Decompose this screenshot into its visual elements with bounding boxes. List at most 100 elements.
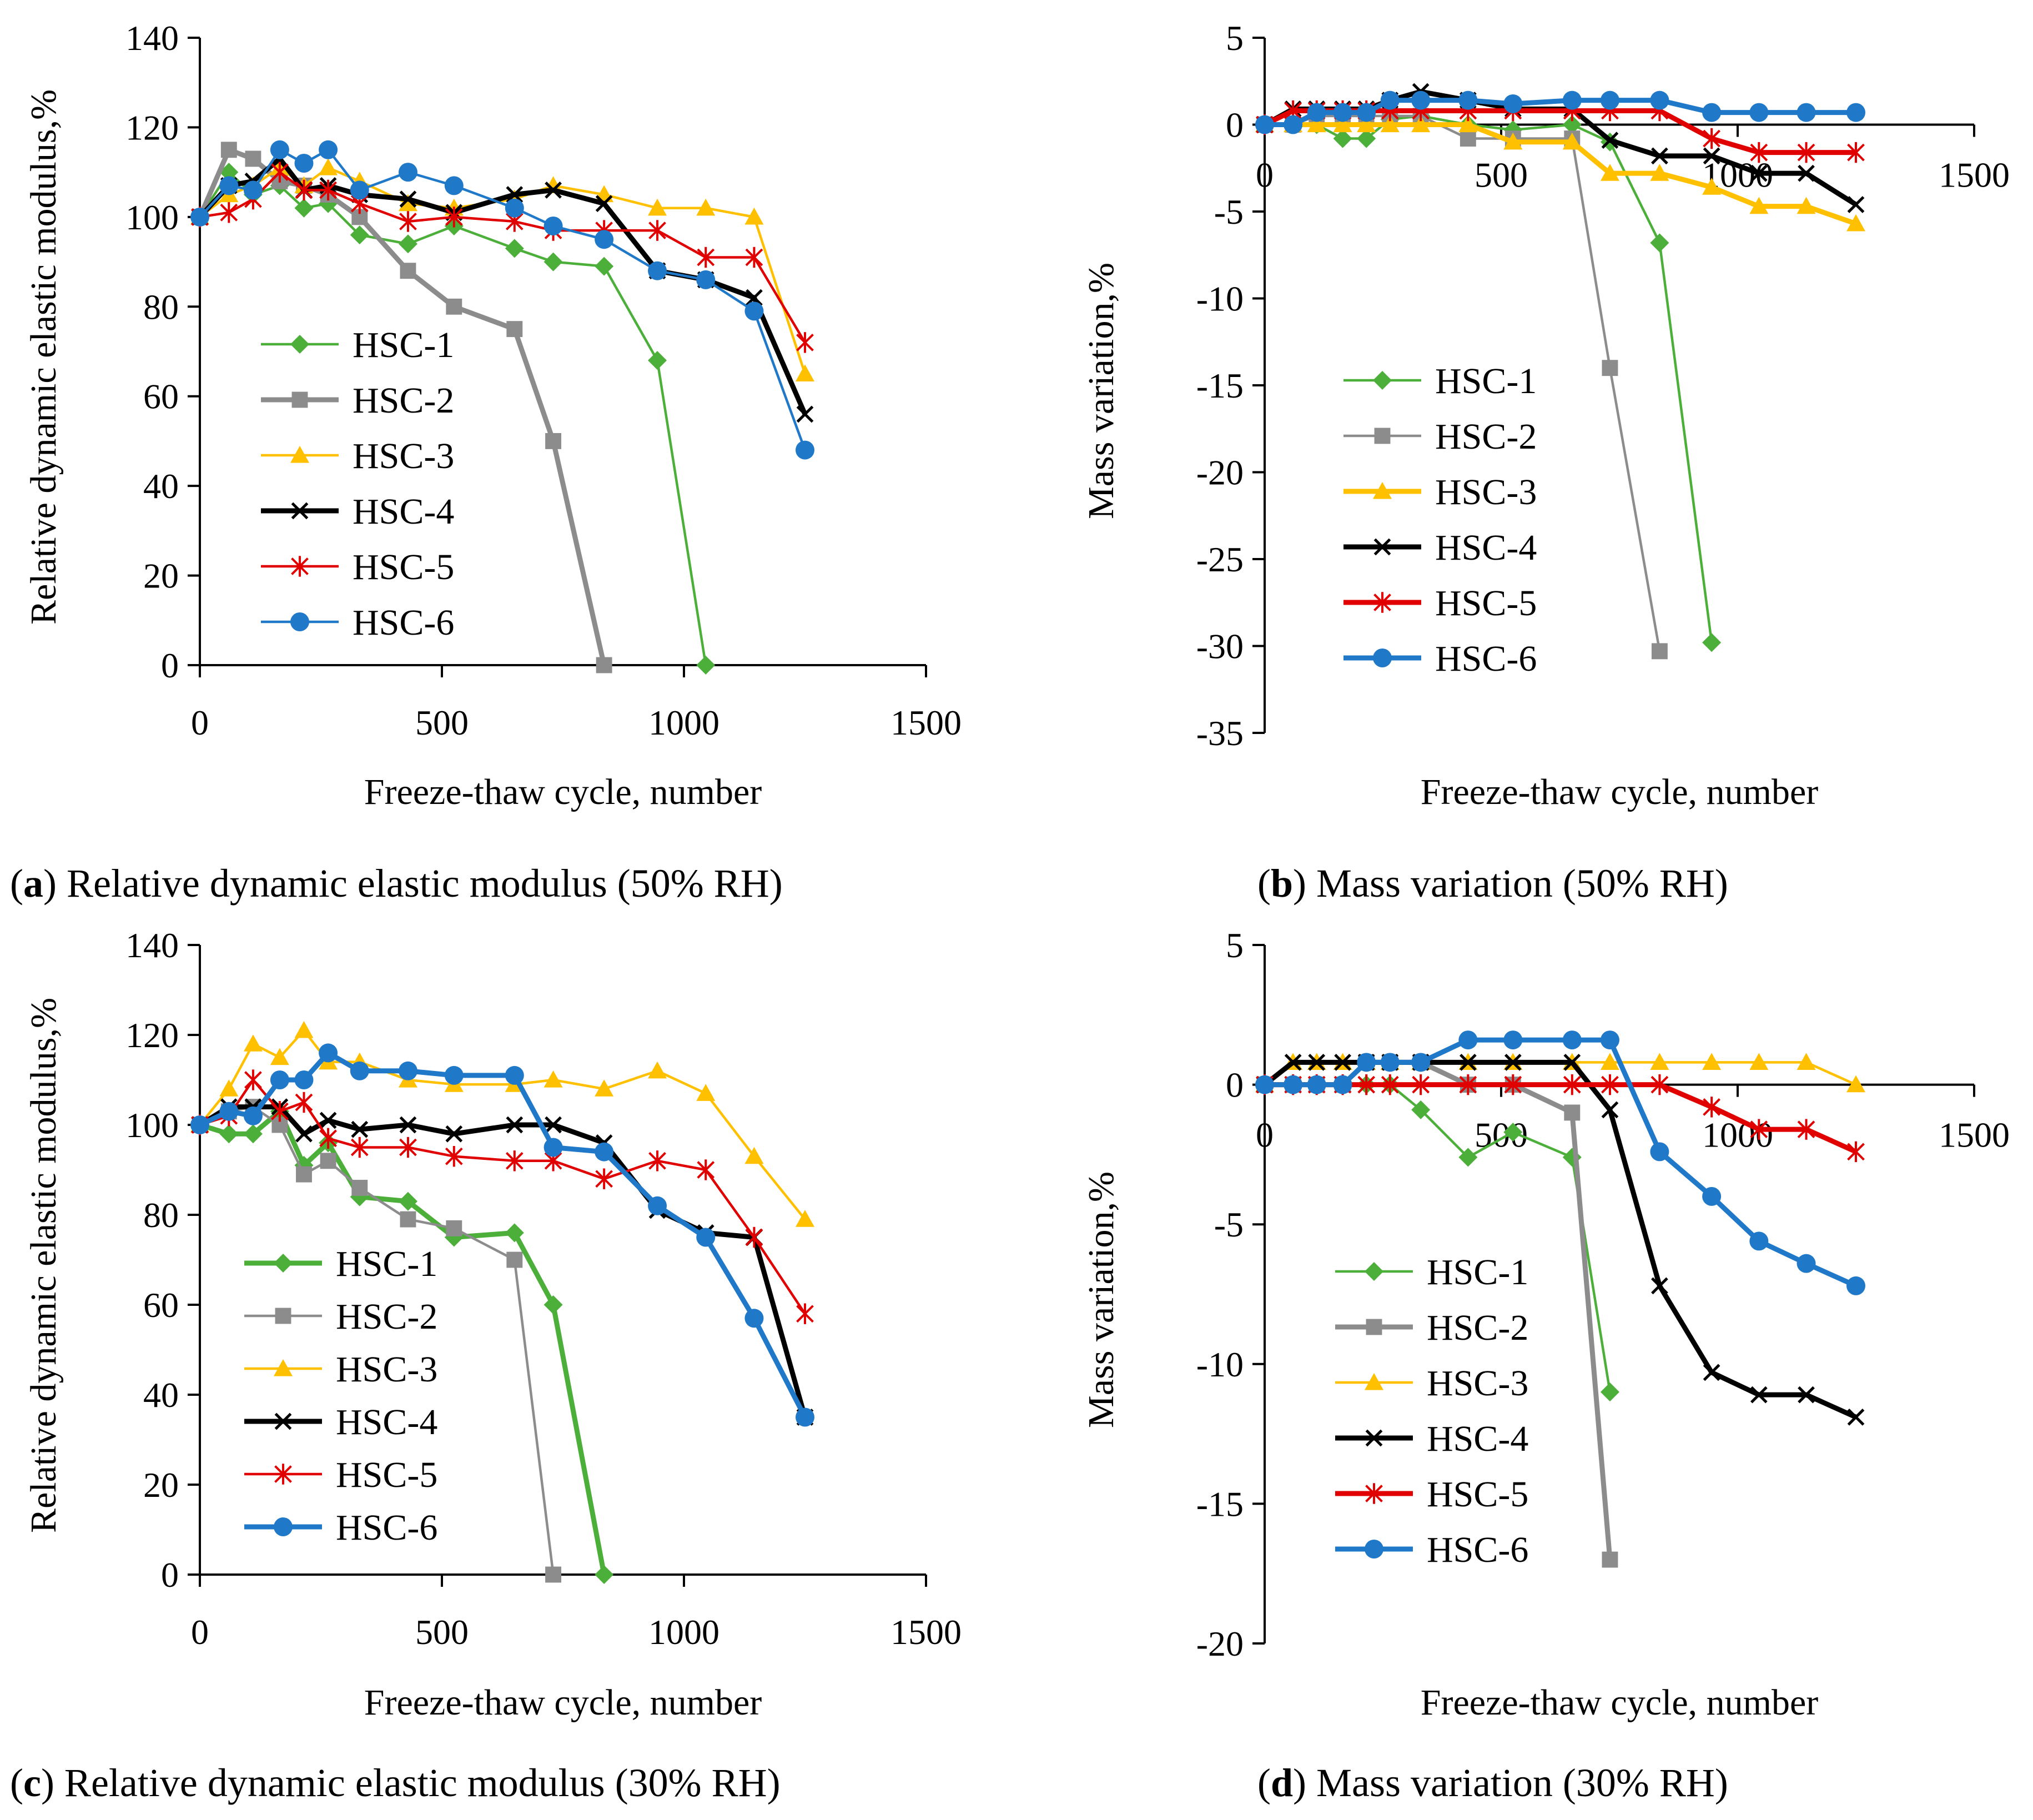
data-point-hsc-4 xyxy=(796,405,814,423)
legend-marker-hsc-2 xyxy=(1366,1319,1382,1335)
y-tick-label: -5 xyxy=(1214,1205,1244,1244)
data-point-hsc-3 xyxy=(319,158,338,175)
legend-label-hsc-3: HSC-3 xyxy=(1435,472,1537,512)
y-tick-label: 5 xyxy=(1226,18,1244,58)
data-point-hsc-3 xyxy=(1600,1053,1619,1070)
data-point-hsc-1 xyxy=(544,1295,563,1314)
legend-marker-hsc-2 xyxy=(1374,428,1391,444)
data-point-hsc-4 xyxy=(295,1125,313,1143)
data-point-hsc-5 xyxy=(319,179,337,201)
data-point-hsc-5 xyxy=(1459,1074,1477,1095)
data-point-hsc-3 xyxy=(1357,115,1376,133)
data-point-hsc-5 xyxy=(1412,1074,1430,1095)
data-point-hsc-5 xyxy=(1847,1141,1865,1163)
data-point-hsc-4 xyxy=(545,1116,562,1134)
data-point-hsc-6 xyxy=(796,1407,814,1427)
legend-label-hsc-6: HSC-6 xyxy=(1427,1530,1528,1570)
x-tick-label: 1000 xyxy=(648,703,719,742)
data-point-hsc-6 xyxy=(1846,1276,1865,1295)
data-point-hsc-5 xyxy=(1750,1119,1768,1140)
y-tick-label: 0 xyxy=(161,1555,179,1595)
data-point-hsc-6 xyxy=(1749,103,1769,122)
data-point-hsc-5 xyxy=(1750,142,1768,163)
data-point-hsc-5 xyxy=(1847,142,1865,163)
y-tick-label: -20 xyxy=(1196,1624,1244,1663)
series-hsc-6 xyxy=(190,1043,814,1427)
data-point-hsc-6 xyxy=(1411,1053,1431,1072)
x-tick-label: 1500 xyxy=(1939,155,2010,195)
data-point-hsc-2 xyxy=(446,1220,462,1236)
data-point-hsc-6 xyxy=(1797,1254,1816,1273)
legend-label-hsc-6: HSC-6 xyxy=(353,602,454,643)
data-point-hsc-6 xyxy=(270,140,289,159)
data-point-hsc-4 xyxy=(545,182,562,199)
data-point-hsc-6 xyxy=(1846,103,1865,122)
data-point-hsc-6 xyxy=(398,163,417,182)
y-tick-label: 40 xyxy=(143,1375,179,1415)
data-point-hsc-5 xyxy=(1601,1074,1619,1095)
data-point-hsc-1 xyxy=(595,1565,614,1584)
y-tick-label: 60 xyxy=(143,1285,179,1325)
data-point-hsc-4 xyxy=(746,289,763,306)
data-point-hsc-4 xyxy=(1308,1053,1326,1071)
data-point-hsc-6 xyxy=(696,1228,716,1247)
data-point-hsc-6 xyxy=(1333,103,1352,122)
data-point-hsc-3 xyxy=(1797,197,1816,214)
data-point-hsc-4 xyxy=(1703,1364,1720,1381)
series-line-hsc-2 xyxy=(199,1105,555,1575)
legend-marker-hsc-6 xyxy=(290,612,309,631)
legend-marker-hsc-5 xyxy=(1365,1483,1383,1504)
y-axis-title: Relative dynamic elastic modulus,% xyxy=(23,89,64,625)
data-point-hsc-4 xyxy=(506,1116,524,1134)
data-point-hsc-5 xyxy=(745,1226,763,1248)
series-line-hsc-3 xyxy=(1265,122,1857,227)
data-point-hsc-1 xyxy=(219,1124,239,1144)
data-point-hsc-2 xyxy=(1602,1551,1618,1568)
data-point-hsc-4 xyxy=(1750,164,1768,182)
data-point-hsc-6 xyxy=(444,1065,464,1085)
data-point-hsc-1 xyxy=(505,239,524,258)
data-point-hsc-6 xyxy=(1458,1030,1478,1050)
legend-label-hsc-2: HSC-2 xyxy=(353,380,454,421)
data-point-hsc-3 xyxy=(1307,115,1326,133)
data-point-hsc-6 xyxy=(294,154,314,173)
data-point-hsc-1 xyxy=(219,163,239,182)
data-point-hsc-1 xyxy=(1411,1100,1431,1119)
x-tick-label: 0 xyxy=(1256,1115,1274,1155)
data-point-hsc-5 xyxy=(796,1303,814,1324)
legend-marker-hsc-3 xyxy=(1365,1373,1383,1390)
data-point-hsc-5 xyxy=(295,179,313,201)
data-point-hsc-6 xyxy=(243,1106,263,1125)
legend-marker-hsc-1 xyxy=(1365,1262,1383,1281)
data-point-hsc-5 xyxy=(399,211,417,232)
y-tick-label: -35 xyxy=(1196,713,1244,753)
y-tick-label: 5 xyxy=(1226,926,1244,965)
data-point-hsc-3 xyxy=(1702,178,1722,195)
data-point-hsc-1 xyxy=(648,351,667,370)
data-point-hsc-6 xyxy=(1503,1030,1523,1050)
data-point-hsc-3 xyxy=(796,1210,814,1227)
x-axis-title: Freeze-thaw cycle, number xyxy=(1421,1682,1818,1723)
data-point-hsc-2 xyxy=(446,298,462,315)
x-tick-label: 500 xyxy=(415,1612,469,1652)
data-point-hsc-6 xyxy=(744,1309,764,1328)
data-point-hsc-3 xyxy=(1846,214,1865,232)
data-point-hsc-1 xyxy=(1650,233,1669,253)
panel-caption: (b) Mass variation (50% RH) xyxy=(1257,861,1728,906)
data-point-hsc-3 xyxy=(744,207,764,225)
data-point-hsc-6 xyxy=(744,301,764,321)
panel-caption: (c) Relative dynamic elastic modulus (30… xyxy=(10,1761,781,1805)
data-point-hsc-6 xyxy=(1307,103,1326,122)
x-tick-label: 0 xyxy=(191,703,209,742)
y-tick-label: -15 xyxy=(1196,1484,1244,1524)
series-line-hsc-6 xyxy=(199,1050,808,1419)
data-point-hsc-3 xyxy=(294,1020,314,1038)
y-tick-label: 80 xyxy=(143,1195,179,1235)
data-point-hsc-2 xyxy=(1564,1104,1581,1121)
data-point-hsc-2 xyxy=(296,1166,312,1183)
data-point-hsc-3 xyxy=(696,1084,716,1101)
data-point-hsc-2 xyxy=(1460,130,1476,147)
y-tick-label: -10 xyxy=(1196,1345,1244,1384)
data-point-hsc-6 xyxy=(1797,103,1816,122)
